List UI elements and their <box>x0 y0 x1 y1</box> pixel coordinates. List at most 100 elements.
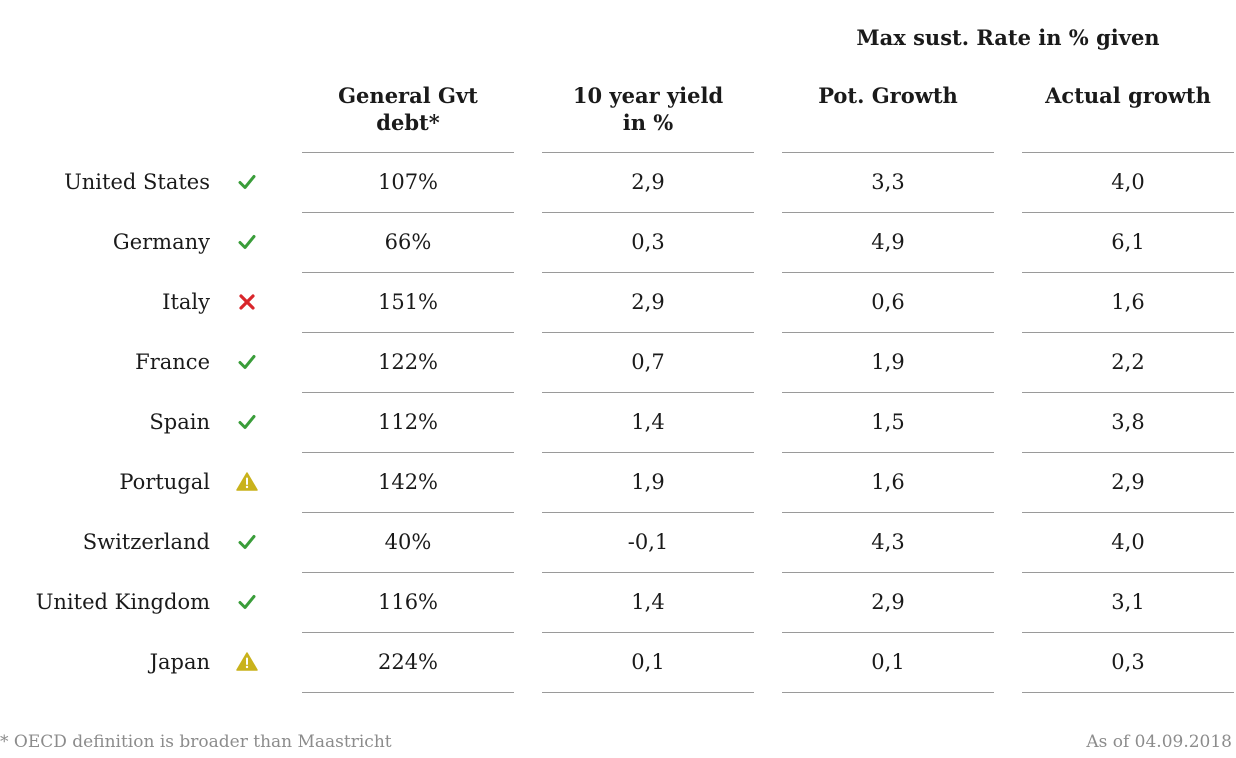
cross-icon <box>239 294 255 310</box>
row-divider <box>542 692 754 693</box>
cell-actual-growth: 2,2 <box>1111 350 1145 374</box>
row-divider <box>1022 392 1234 393</box>
table-row: Spain 112% 1,4 1,5 3,8 <box>0 392 1236 452</box>
row-divider <box>782 212 994 213</box>
cell-actual-growth: 2,9 <box>1111 470 1145 494</box>
cell-pot-growth: 0,1 <box>871 650 905 674</box>
cell-pot-growth: 4,9 <box>871 230 905 254</box>
row-divider <box>302 272 514 273</box>
cell-pot-growth: 4,3 <box>871 530 905 554</box>
row-divider <box>542 272 754 273</box>
row-divider <box>302 572 514 573</box>
cell-yield: 2,9 <box>631 290 665 314</box>
row-divider <box>542 392 754 393</box>
row-divider <box>302 332 514 333</box>
country-name: Italy <box>162 290 210 314</box>
row-divider <box>782 692 994 693</box>
row-divider <box>542 152 754 153</box>
row-divider <box>1022 212 1234 213</box>
cell-yield: 1,9 <box>631 470 665 494</box>
cell-pot-growth: 0,6 <box>871 290 905 314</box>
check-icon <box>238 355 256 369</box>
check-icon <box>238 235 256 249</box>
row-divider <box>542 572 754 573</box>
row-divider <box>782 152 994 153</box>
country-name: United Kingdom <box>35 590 210 614</box>
row-divider <box>782 572 994 573</box>
country-name: Spain <box>149 410 210 434</box>
as-of-date: As of 04.09.2018 <box>1086 732 1232 752</box>
cell-debt: 122% <box>377 350 439 374</box>
column-header-pot-growth: Pot. Growth <box>818 83 958 108</box>
row-divider <box>782 392 994 393</box>
row-divider <box>1022 152 1234 153</box>
row-divider <box>782 332 994 333</box>
column-header-actual-growth: Actual growth <box>1045 83 1211 108</box>
cell-yield: 0,1 <box>631 650 665 674</box>
cell-actual-growth: 4,0 <box>1111 170 1145 194</box>
row-divider <box>302 512 514 513</box>
row-divider <box>542 212 754 213</box>
cell-debt: 151% <box>377 290 439 314</box>
table-row: Italy 151% 2,9 0,6 1,6 <box>0 272 1236 332</box>
country-name: Switzerland <box>82 530 210 554</box>
country-name: United States <box>64 170 210 194</box>
row-divider <box>1022 632 1234 633</box>
check-icon <box>238 175 256 189</box>
cell-debt: 142% <box>377 470 439 494</box>
column-header-yield: 10 year yield in % <box>572 83 724 135</box>
table-row: United Kingdom 116% 1,4 2,9 3,1 <box>0 572 1236 632</box>
row-divider <box>542 452 754 453</box>
row-divider <box>782 452 994 453</box>
warning-icon <box>236 652 258 671</box>
row-divider <box>302 632 514 633</box>
cell-debt: 40% <box>384 530 432 554</box>
cell-pot-growth: 3,3 <box>871 170 905 194</box>
row-divider <box>1022 452 1234 453</box>
cell-actual-growth: 3,1 <box>1111 590 1145 614</box>
row-divider <box>302 452 514 453</box>
row-divider <box>302 692 514 693</box>
cell-actual-growth: 4,0 <box>1111 530 1145 554</box>
cell-debt: 224% <box>377 650 439 674</box>
cell-yield: -0,1 <box>627 530 669 554</box>
row-divider <box>542 632 754 633</box>
cell-pot-growth: 1,5 <box>871 410 905 434</box>
row-divider <box>1022 572 1234 573</box>
cell-actual-growth: 1,6 <box>1111 290 1145 314</box>
check-icon <box>238 535 256 549</box>
cell-yield: 0,3 <box>631 230 665 254</box>
row-divider <box>542 332 754 333</box>
cell-yield: 2,9 <box>631 170 665 194</box>
cell-pot-growth: 1,9 <box>871 350 905 374</box>
country-name: France <box>135 350 210 374</box>
cell-pot-growth: 1,6 <box>871 470 905 494</box>
row-divider <box>782 272 994 273</box>
table-row: France 122% 0,7 1,9 2,2 <box>0 332 1236 392</box>
row-divider <box>1022 332 1234 333</box>
row-divider <box>302 212 514 213</box>
row-divider <box>302 392 514 393</box>
country-name: Germany <box>112 230 210 254</box>
row-divider <box>1022 272 1234 273</box>
country-name: Portugal <box>119 470 210 494</box>
table-row: Germany 66% 0,3 4,9 6,1 <box>0 212 1236 272</box>
cell-debt: 107% <box>377 170 439 194</box>
table-row: Switzerland 40% -0,1 4,3 4,0 <box>0 512 1236 572</box>
table-row: Japan 224% 0,1 0,1 0,3 <box>0 632 1236 692</box>
check-icon <box>238 415 256 429</box>
cell-yield: 1,4 <box>631 590 665 614</box>
warning-icon <box>236 472 258 491</box>
cell-actual-growth: 0,3 <box>1111 650 1145 674</box>
row-divider <box>542 512 754 513</box>
country-name: Japan <box>149 650 210 674</box>
cell-actual-growth: 3,8 <box>1111 410 1145 434</box>
check-icon <box>238 595 256 609</box>
cell-yield: 1,4 <box>631 410 665 434</box>
cell-actual-growth: 6,1 <box>1111 230 1145 254</box>
row-divider <box>782 512 994 513</box>
footnote: * OECD definition is broader than Maastr… <box>0 732 392 752</box>
cell-pot-growth: 2,9 <box>871 590 905 614</box>
cell-debt: 116% <box>377 590 439 614</box>
group-header: Max sust. Rate in % given <box>856 25 1160 50</box>
